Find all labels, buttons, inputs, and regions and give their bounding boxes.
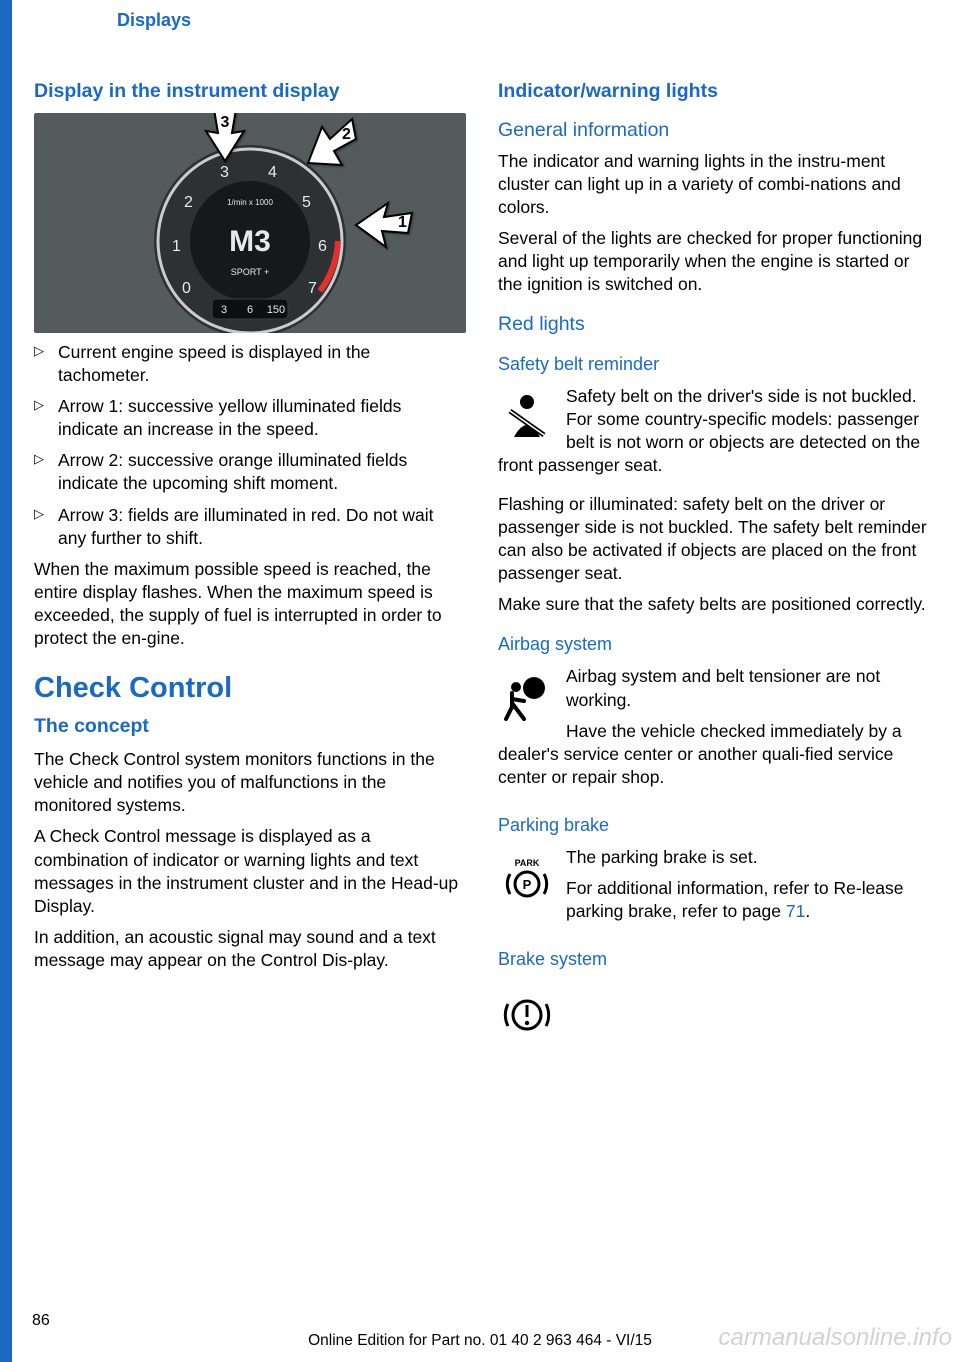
svg-text:2: 2 xyxy=(342,126,351,143)
mark-7: 7 xyxy=(308,280,317,297)
right-h1: Indicator/warning lights xyxy=(498,80,930,103)
bsys-h: Brake system xyxy=(498,949,930,970)
content-area: Display in the instrument display 0 1 2 … xyxy=(34,72,930,1044)
pbrake-block: PARK P The parking brake is set. For add… xyxy=(498,846,930,931)
unit: 1/min x 1000 xyxy=(227,198,273,207)
brake-system-icon xyxy=(498,986,556,1044)
pbrake-h: Parking brake xyxy=(498,815,930,836)
airbag-h: Airbag system xyxy=(498,634,930,655)
concept-p1: The Check Control system monitors functi… xyxy=(34,748,466,817)
left-blue-bar xyxy=(0,0,12,1362)
belt-p3: Make sure that the safety belts are posi… xyxy=(498,593,930,616)
right-column: Indicator/warning lights General informa… xyxy=(498,72,930,1044)
seatbelt-icon xyxy=(498,387,556,445)
tachometer-figure: 0 1 2 3 4 5 6 7 1/min x 1000 M3 SPORT + … xyxy=(34,113,466,333)
page-header: Controls Displays xyxy=(28,10,191,31)
concept-p3: In addition, an acoustic signal may soun… xyxy=(34,926,466,972)
concept-h: The concept xyxy=(34,715,466,738)
header-title: Displays xyxy=(117,10,191,30)
belt-p1: Safety belt on the driver's side is not … xyxy=(498,385,930,477)
bullet-1: Arrow 1: successive yellow illuminated f… xyxy=(34,395,466,441)
bullet-list: Current engine speed is displayed in the… xyxy=(34,341,466,550)
svg-text:PARK: PARK xyxy=(515,858,540,868)
header-section: Controls xyxy=(28,10,102,30)
watermark: carmanualsonline.info xyxy=(719,1324,952,1352)
gear: M3 xyxy=(229,225,271,258)
bullet-2: Arrow 2: successive orange illuminated f… xyxy=(34,449,466,495)
svg-text:3: 3 xyxy=(221,114,230,131)
belt-p2: Flashing or illuminated: safety belt on … xyxy=(498,493,930,585)
mark-2: 2 xyxy=(184,194,193,211)
arrow-3: 3 xyxy=(200,113,250,169)
mode: SPORT + xyxy=(231,267,269,277)
airbag-block: Airbag system and belt tensioner are not… xyxy=(498,665,930,796)
airbag-icon xyxy=(498,667,556,725)
bullet-3: Arrow 3: fields are illuminated in red. … xyxy=(34,504,466,550)
pbrake-p2a: For additional information, refer to Re‐… xyxy=(566,878,904,921)
belt-block: Safety belt on the driver's side is not … xyxy=(498,385,930,485)
bullet-0: Current engine speed is displayed in the… xyxy=(34,341,466,387)
left-h1: Display in the instrument display xyxy=(34,80,466,103)
red-lights-h: Red lights xyxy=(498,313,930,336)
mark-1: 1 xyxy=(172,238,181,255)
pbrake-link[interactable]: 71 xyxy=(786,901,805,921)
mark-5: 5 xyxy=(302,194,311,211)
airbag-p2: Have the vehicle checked immediately by … xyxy=(498,720,930,789)
airbag-p1: Airbag system and belt tensioner are not… xyxy=(498,665,930,711)
svg-text:1: 1 xyxy=(398,214,407,231)
mark-6: 6 xyxy=(318,238,327,255)
mark-0: 0 xyxy=(182,280,191,297)
after-bullets-p: When the maximum possible speed is reach… xyxy=(34,558,466,650)
sub-l: 3 xyxy=(221,304,227,316)
arrow-2: 2 xyxy=(302,117,358,179)
arrow-1: 1 xyxy=(354,199,414,257)
pbrake-p2: For additional information, refer to Re‐… xyxy=(498,877,930,923)
sub-r: 150 xyxy=(267,304,285,316)
general-h: General information xyxy=(498,119,930,142)
page-number: 86 xyxy=(32,1312,50,1330)
mark-4: 4 xyxy=(268,164,277,181)
pbrake-p2b: . xyxy=(805,901,810,921)
pbrake-p1: The parking brake is set. xyxy=(498,846,930,869)
parking-brake-icon: PARK P xyxy=(498,848,556,906)
general-p1: The indicator and warning lights in the … xyxy=(498,150,930,219)
concept-p2: A Check Control message is displayed as … xyxy=(34,825,466,917)
sub-m: 6 xyxy=(247,304,253,316)
general-p2: Several of the lights are checked for pr… xyxy=(498,227,930,296)
svg-text:P: P xyxy=(523,877,532,892)
check-control-h: Check Control xyxy=(34,672,466,705)
left-column: Display in the instrument display 0 1 2 … xyxy=(34,72,466,1044)
belt-h: Safety belt reminder xyxy=(498,354,930,375)
